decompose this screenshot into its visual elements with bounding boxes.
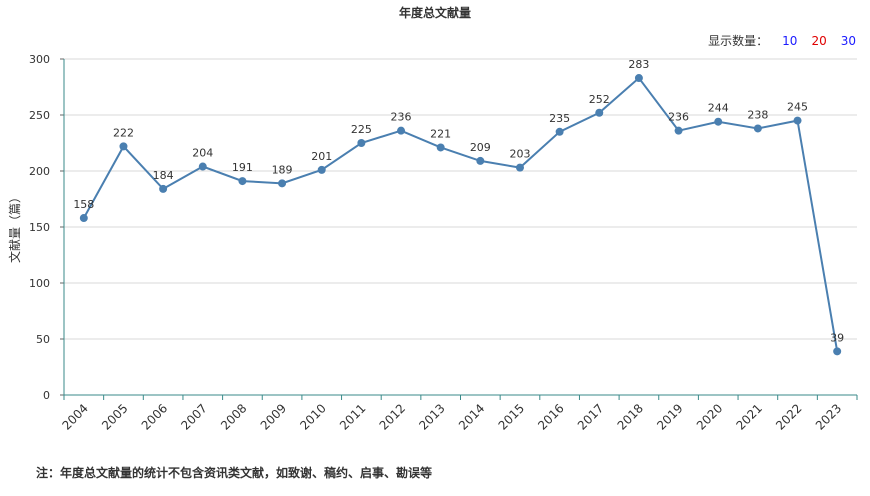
x-tick-label: 2004 <box>59 401 90 432</box>
x-tick-label: 2005 <box>99 401 130 432</box>
count-option-20[interactable]: 20 <box>811 33 827 48</box>
data-label: 235 <box>549 112 570 125</box>
data-label: 221 <box>430 127 451 140</box>
data-point <box>793 116 802 125</box>
y-tick-label: 200 <box>29 165 50 178</box>
y-tick-label: 250 <box>29 109 50 122</box>
data-point <box>317 165 326 174</box>
x-tick-label: 2008 <box>218 401 249 432</box>
data-point <box>119 142 128 151</box>
x-tick-label: 2013 <box>416 401 447 432</box>
x-tick-label: 2011 <box>337 401 368 432</box>
data-label: 238 <box>747 108 768 121</box>
data-point <box>476 156 485 165</box>
data-label: 244 <box>708 102 729 115</box>
display-count-label: 显示数量： <box>708 34 769 48</box>
data-label: 189 <box>272 163 293 176</box>
x-tick-label: 2020 <box>694 401 725 432</box>
data-label: 225 <box>351 123 372 136</box>
data-point <box>555 127 564 136</box>
data-label: 184 <box>153 169 174 182</box>
data-point <box>159 184 168 193</box>
x-tick-label: 2016 <box>535 401 566 432</box>
data-label: 236 <box>391 111 412 124</box>
data-point <box>714 117 723 126</box>
data-label: 203 <box>509 148 530 161</box>
x-tick-label: 2022 <box>773 401 804 432</box>
data-label: 201 <box>311 150 332 163</box>
x-tick-label: 2014 <box>456 401 487 432</box>
line-chart: 0 50 100 150 200 250 300 文献量（篇） 2004 2005 2006 2007… <box>7 53 858 433</box>
data-point <box>278 179 287 188</box>
x-tick-label: 2017 <box>575 401 606 432</box>
y-tick-label: 150 <box>29 221 50 234</box>
data-point <box>674 126 683 135</box>
x-tick-label: 2006 <box>139 401 170 432</box>
chart-title: 年度总文献量 <box>398 6 471 20</box>
x-tick-label: 2012 <box>377 401 408 432</box>
data-point <box>79 214 88 223</box>
data-label: 191 <box>232 161 253 174</box>
x-tick-label: 2019 <box>654 401 685 432</box>
data-point <box>357 139 366 147</box>
count-option-30[interactable]: 30 <box>840 33 856 48</box>
y-tick-label: 100 <box>29 277 50 290</box>
x-tick-label: 2021 <box>733 401 764 432</box>
data-point <box>397 126 406 135</box>
data-point <box>436 143 445 152</box>
data-label: 209 <box>470 141 491 154</box>
y-tick-label: 50 <box>36 333 50 346</box>
x-tick-label: 2009 <box>258 401 289 432</box>
data-point <box>595 108 604 117</box>
data-label: 245 <box>787 101 808 114</box>
y-tick-label: 300 <box>29 53 50 66</box>
data-point <box>833 347 842 356</box>
data-point <box>238 177 247 186</box>
x-tick-label: 2015 <box>496 401 527 432</box>
count-option-10[interactable]: 10 <box>782 33 798 48</box>
data-label: 39 <box>830 331 844 344</box>
data-label: 252 <box>589 93 610 106</box>
x-tick-label: 2018 <box>615 401 646 432</box>
data-label: 158 <box>73 198 94 211</box>
x-tick-label: 2010 <box>297 401 328 432</box>
data-point <box>634 74 643 83</box>
data-label: 204 <box>192 147 213 160</box>
data-point <box>198 162 207 171</box>
data-point <box>515 163 524 172</box>
footnote: 注：年度总文献量的统计不包含资讯类文献，如致谢、稿约、启事、勘误等 <box>36 466 433 480</box>
x-tick-label: 2023 <box>813 401 844 432</box>
data-label: 236 <box>668 111 689 124</box>
x-tick-label: 2007 <box>178 401 209 432</box>
series-line <box>82 76 839 352</box>
display-count-selector: 显示数量： 10 20 30 <box>708 32 856 49</box>
data-label: 222 <box>113 126 134 139</box>
data-point <box>753 124 762 133</box>
y-tick-label: 0 <box>43 389 50 402</box>
y-axis-title: 文献量（篇） <box>7 191 22 263</box>
data-label: 283 <box>628 58 649 71</box>
